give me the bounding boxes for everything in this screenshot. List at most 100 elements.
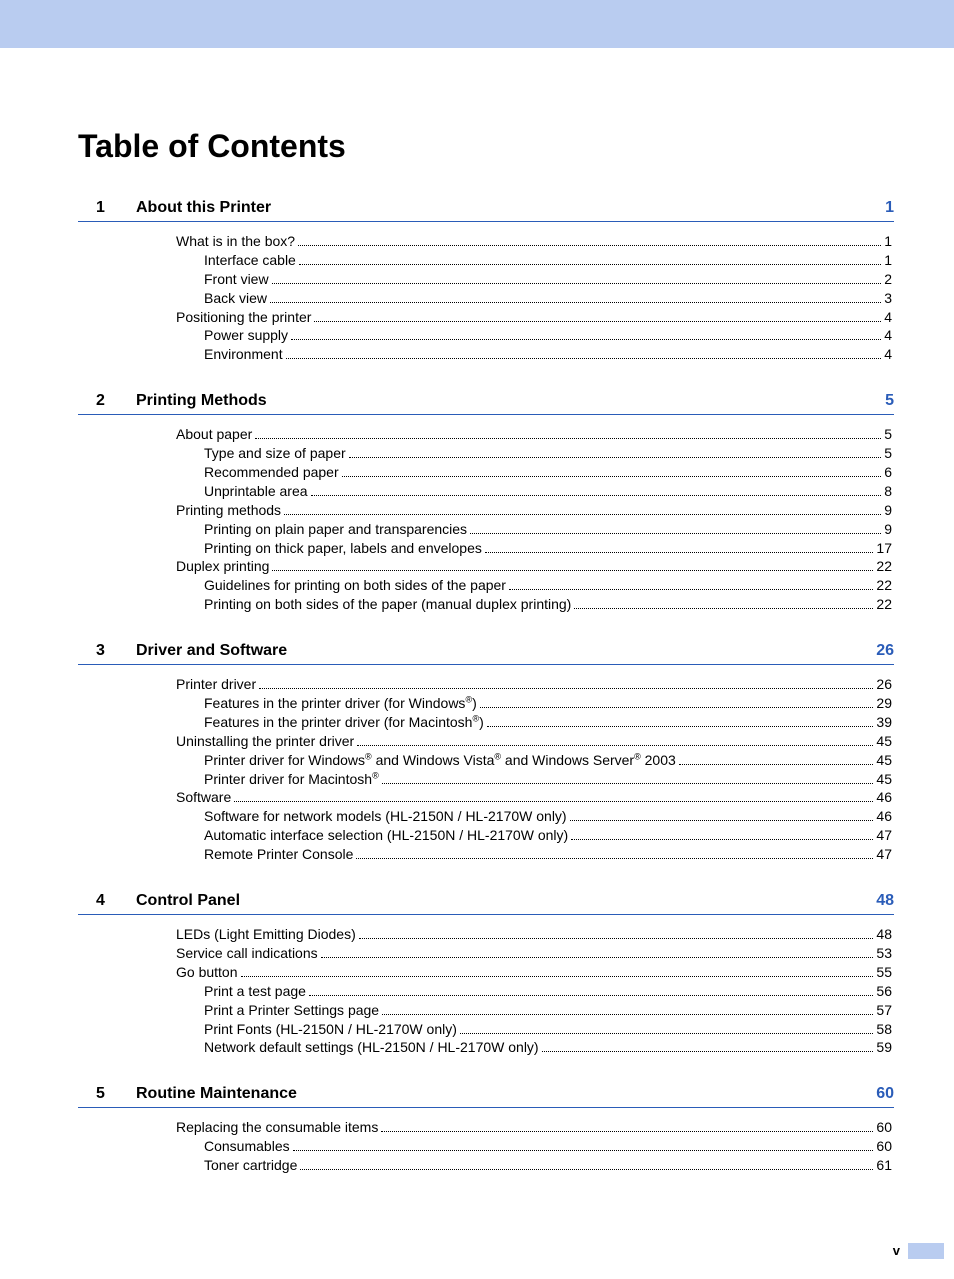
- toc-entry[interactable]: Duplex printing22: [176, 557, 892, 576]
- toc-leader-dots: [234, 801, 873, 802]
- toc-entry-page: 1: [884, 251, 892, 270]
- toc-entry-page: 45: [876, 751, 892, 770]
- toc-entry-page: 61: [876, 1156, 892, 1175]
- toc-entry-page: 9: [884, 520, 892, 539]
- toc-entry-label: Go button: [176, 963, 238, 982]
- toc-entry-label: Software for network models (HL-2150N / …: [204, 807, 567, 826]
- toc-entry[interactable]: Print Fonts (HL-2150N / HL-2170W only)58: [176, 1020, 892, 1039]
- section-header[interactable]: 2Printing Methods5: [78, 392, 894, 415]
- toc-leader-dots: [487, 726, 874, 727]
- toc-entry-label: Guidelines for printing on both sides of…: [204, 576, 506, 595]
- toc-entry-label: Unprintable area: [204, 482, 308, 501]
- toc-leader-dots: [574, 608, 873, 609]
- toc-entry[interactable]: About paper5: [176, 425, 892, 444]
- section-number: 2: [78, 392, 136, 410]
- toc-entry[interactable]: Features in the printer driver (for Maci…: [176, 713, 892, 732]
- toc-entry[interactable]: LEDs (Light Emitting Diodes)48: [176, 925, 892, 944]
- section-start-page: 60: [876, 1085, 894, 1103]
- toc-section: 2Printing Methods5 About paper5Type and s…: [78, 392, 894, 614]
- toc-leader-dots: [349, 457, 882, 458]
- toc-entry[interactable]: Software for network models (HL-2150N / …: [176, 807, 892, 826]
- toc-leader-dots: [342, 476, 882, 477]
- toc-entry-page: 1: [884, 232, 892, 251]
- section-header[interactable]: 3Driver and Software26: [78, 642, 894, 665]
- toc-entry[interactable]: Features in the printer driver (for Wind…: [176, 694, 892, 713]
- toc-entry[interactable]: Back view3: [176, 289, 892, 308]
- toc-entry[interactable]: What is in the box?1: [176, 232, 892, 251]
- toc-entry-label: Back view: [204, 289, 267, 308]
- toc-leader-dots: [298, 245, 881, 246]
- toc-entry-label: Printing methods: [176, 501, 281, 520]
- toc-entry[interactable]: Power supply4: [176, 326, 892, 345]
- toc-leader-dots: [321, 957, 874, 958]
- toc-entry[interactable]: Uninstalling the printer driver45: [176, 732, 892, 751]
- page-number-roman: v: [893, 1243, 900, 1258]
- toc-entry-label: Network default settings (HL-2150N / HL-…: [204, 1038, 539, 1057]
- section-title: Control Panel: [136, 892, 876, 910]
- toc-entry-page: 22: [876, 557, 892, 576]
- toc-entry[interactable]: Printer driver for Windows® and Windows …: [176, 751, 892, 770]
- toc-entry[interactable]: Printing on thick paper, labels and enve…: [176, 539, 892, 558]
- toc-entry-label: Printer driver: [176, 675, 256, 694]
- section-header[interactable]: 4Control Panel48: [78, 892, 894, 915]
- toc-entry[interactable]: Toner cartridge61: [176, 1156, 892, 1175]
- toc-entry-label: Printing on both sides of the paper (man…: [204, 595, 571, 614]
- toc-entry-label: About paper: [176, 425, 252, 444]
- toc-entry-page: 60: [876, 1118, 892, 1137]
- toc-entry-label: Print a Printer Settings page: [204, 1001, 379, 1020]
- toc-entry[interactable]: Go button 55: [176, 963, 892, 982]
- toc-entry-page: 39: [876, 713, 892, 732]
- toc-leader-dots: [309, 995, 873, 996]
- toc-entry-page: 55: [876, 963, 892, 982]
- toc-entry[interactable]: Environment4: [176, 345, 892, 364]
- section-header[interactable]: 1About this Printer1: [78, 199, 894, 222]
- toc-entry[interactable]: Replacing the consumable items 60: [176, 1118, 892, 1137]
- toc-entry[interactable]: Print a test page 56: [176, 982, 892, 1001]
- toc-leader-dots: [300, 1169, 873, 1170]
- toc-leader-dots: [509, 589, 873, 590]
- toc-leader-dots: [485, 552, 874, 553]
- toc-entry-label: Service call indications: [176, 944, 318, 963]
- toc-leader-dots: [470, 533, 881, 534]
- toc-entry[interactable]: Service call indications53: [176, 944, 892, 963]
- section-number: 5: [78, 1085, 136, 1103]
- toc-entry[interactable]: Interface cable1: [176, 251, 892, 270]
- toc-entry[interactable]: Positioning the printer4: [176, 308, 892, 327]
- toc-leader-dots: [679, 764, 874, 765]
- toc-leader-dots: [480, 707, 874, 708]
- section-entries: LEDs (Light Emitting Diodes)48Service ca…: [78, 925, 894, 1057]
- toc-entry-page: 47: [876, 826, 892, 845]
- toc-entry-label: Remote Printer Console: [204, 845, 353, 864]
- toc-leader-dots: [542, 1051, 874, 1052]
- toc-entry[interactable]: Guidelines for printing on both sides of…: [176, 576, 892, 595]
- toc-entry[interactable]: Printing on plain paper and transparenci…: [176, 520, 892, 539]
- toc-entry-page: 56: [876, 982, 892, 1001]
- section-start-page: 1: [885, 199, 894, 217]
- toc-leader-dots: [359, 938, 874, 939]
- toc-entry-label: Replacing the consumable items: [176, 1118, 378, 1137]
- toc-entry[interactable]: Print a Printer Settings page57: [176, 1001, 892, 1020]
- toc-entry[interactable]: Software46: [176, 788, 892, 807]
- toc-entry[interactable]: Printing on both sides of the paper (man…: [176, 595, 892, 614]
- toc-leader-dots: [272, 283, 882, 284]
- top-accent-bar: [0, 0, 954, 48]
- section-entries: Printer driver26Features in the printer …: [78, 675, 894, 864]
- toc-leader-dots: [255, 438, 881, 439]
- toc-section: 1About this Printer1 What is in the box?1…: [78, 199, 894, 364]
- toc-entry-label: Print a test page: [204, 982, 306, 1001]
- section-entries: Replacing the consumable items 60Consumab…: [78, 1118, 894, 1175]
- toc-entry-page: 4: [884, 345, 892, 364]
- toc-entry[interactable]: Printer driver26: [176, 675, 892, 694]
- toc-entry[interactable]: Recommended paper6: [176, 463, 892, 482]
- toc-entry[interactable]: Type and size of paper5: [176, 444, 892, 463]
- toc-entry[interactable]: Printer driver for Macintosh®45: [176, 770, 892, 789]
- section-header[interactable]: 5Routine Maintenance60: [78, 1085, 894, 1108]
- toc-entry[interactable]: Remote Printer Console47: [176, 845, 892, 864]
- toc-entry-page: 60: [876, 1137, 892, 1156]
- toc-entry[interactable]: Printing methods9: [176, 501, 892, 520]
- toc-entry[interactable]: Consumables60: [176, 1137, 892, 1156]
- toc-entry[interactable]: Front view2: [176, 270, 892, 289]
- toc-entry[interactable]: Unprintable area8: [176, 482, 892, 501]
- toc-entry[interactable]: Network default settings (HL-2150N / HL-…: [176, 1038, 892, 1057]
- toc-entry[interactable]: Automatic interface selection (HL-2150N …: [176, 826, 892, 845]
